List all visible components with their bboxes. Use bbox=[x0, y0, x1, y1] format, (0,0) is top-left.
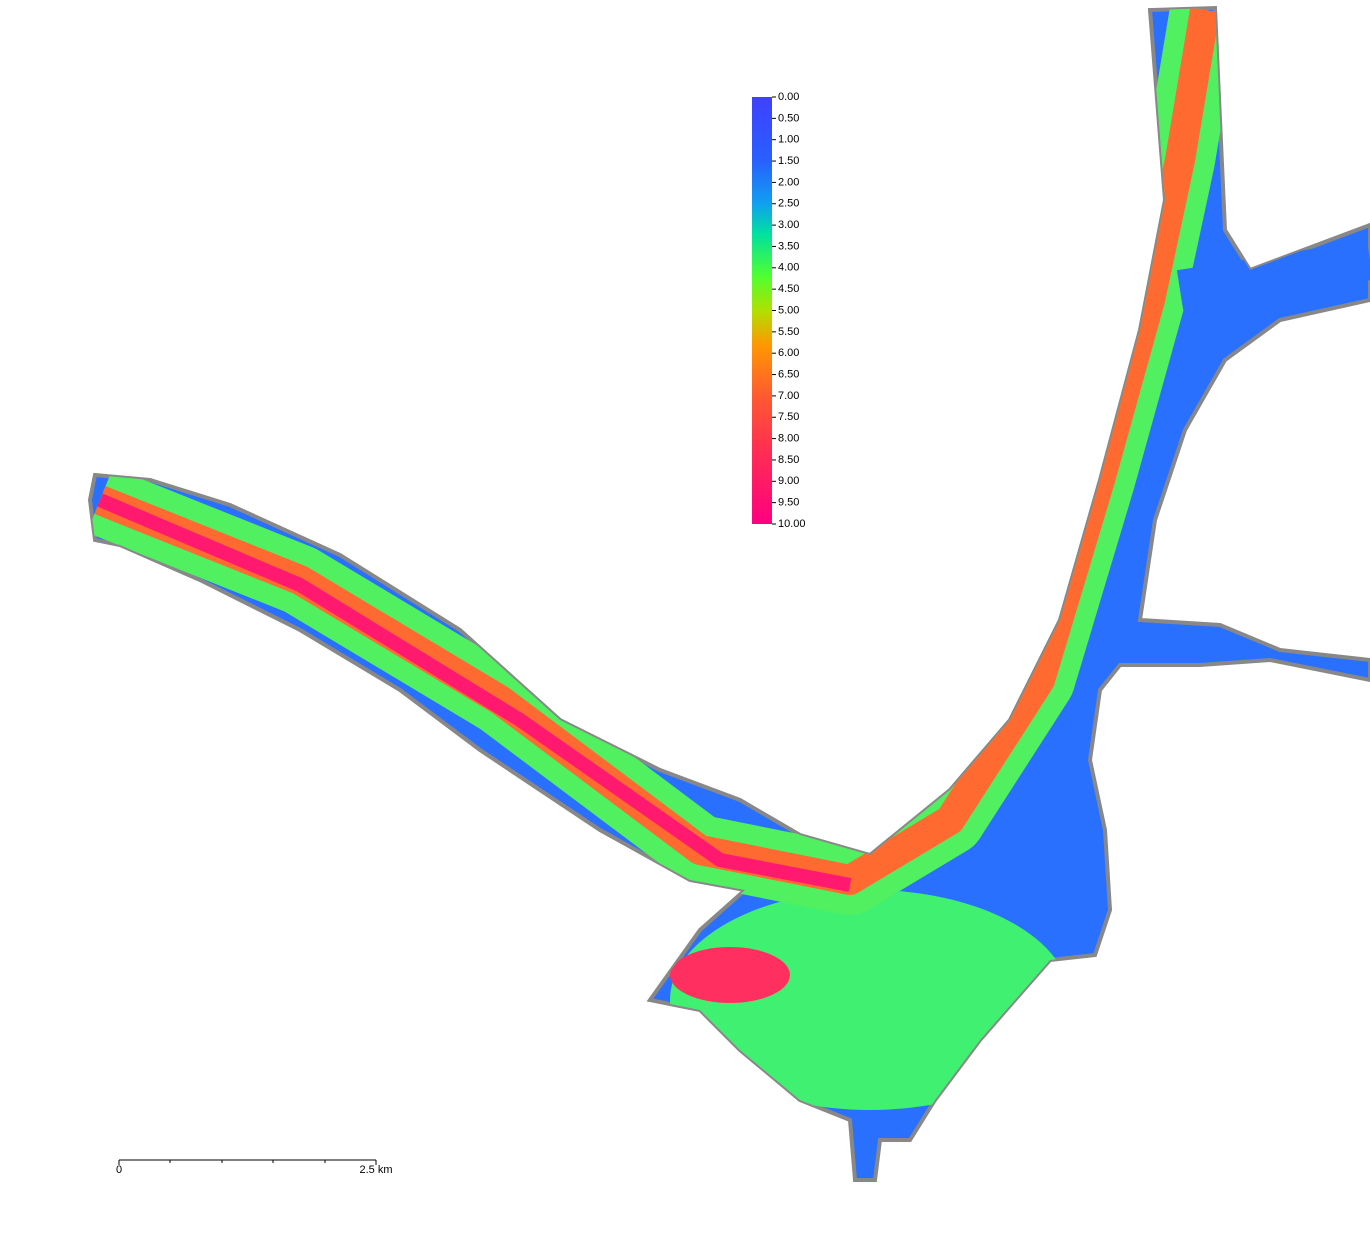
legend-label: 3.00 bbox=[778, 219, 799, 231]
legend-label: 5.50 bbox=[778, 326, 799, 338]
legend-colorbar bbox=[752, 97, 772, 524]
legend-label: 7.50 bbox=[778, 411, 799, 423]
lake-shoal bbox=[1000, 780, 1100, 940]
legend-label: 7.00 bbox=[778, 390, 799, 402]
legend-label: 6.00 bbox=[778, 347, 799, 359]
scale-start: 0 bbox=[116, 1164, 122, 1176]
legend-label: 2.50 bbox=[778, 198, 799, 210]
legend-label: 8.50 bbox=[778, 454, 799, 466]
legend-label: 9.00 bbox=[778, 475, 799, 487]
legend-label: 0.00 bbox=[778, 91, 799, 103]
depth-map: 0.00 0.50 1.00 1.50 2.00 2.50 3.00 3.50 4.00 4.50… bbox=[0, 0, 1370, 1239]
legend-label: 10.00 bbox=[778, 518, 806, 530]
legend-label: 4.50 bbox=[778, 283, 799, 295]
legend-label: 8.00 bbox=[778, 433, 799, 445]
legend-label: 6.50 bbox=[778, 368, 799, 380]
legend-label: 1.00 bbox=[778, 134, 799, 146]
river bbox=[90, 8, 1370, 1180]
legend-label: 4.00 bbox=[778, 262, 799, 274]
legend-label: 3.50 bbox=[778, 240, 799, 252]
legend-label: 9.50 bbox=[778, 497, 799, 509]
legend: 0.00 0.50 1.00 1.50 2.00 2.50 3.00 3.50 4.00 4.50… bbox=[772, 91, 806, 530]
scale-ticks bbox=[119, 1160, 376, 1165]
legend-label: 0.50 bbox=[778, 112, 799, 124]
scale-bar: 0 2.5 km bbox=[116, 1160, 393, 1176]
legend-label: 1.50 bbox=[778, 155, 799, 167]
legend-label: 2.00 bbox=[778, 176, 799, 188]
lake-deep bbox=[670, 947, 790, 1003]
legend-label: 5.00 bbox=[778, 304, 799, 316]
scale-end: 2.5 km bbox=[359, 1164, 392, 1176]
